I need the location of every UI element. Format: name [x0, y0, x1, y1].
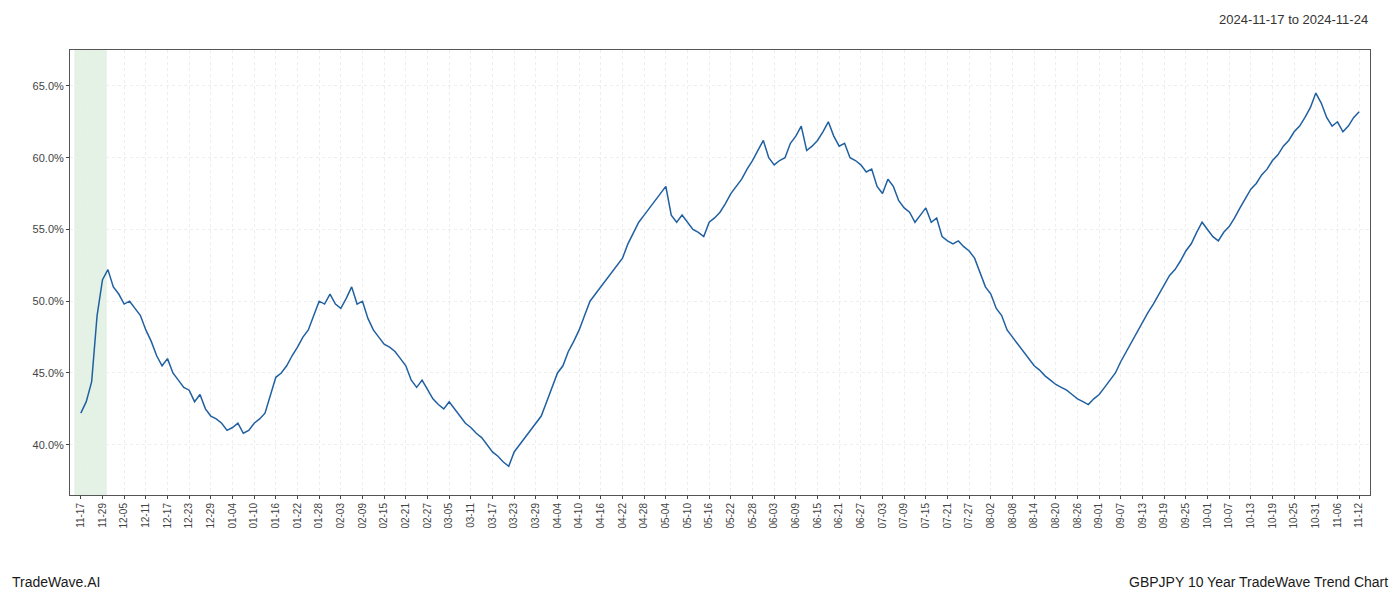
- svg-text:04-04: 04-04: [552, 503, 563, 529]
- svg-text:02-21: 02-21: [400, 503, 411, 529]
- svg-text:55.0%: 55.0%: [33, 223, 64, 235]
- svg-text:01-10: 01-10: [248, 503, 259, 529]
- svg-text:05-28: 05-28: [747, 503, 758, 529]
- svg-text:TradeWave.AI: TradeWave.AI: [12, 574, 100, 590]
- svg-text:07-27: 07-27: [963, 503, 974, 529]
- svg-text:08-20: 08-20: [1050, 503, 1061, 529]
- svg-text:11-12: 11-12: [1353, 503, 1364, 528]
- svg-text:09-19: 09-19: [1158, 503, 1169, 529]
- svg-text:06-15: 06-15: [812, 503, 823, 529]
- svg-text:01-22: 01-22: [292, 503, 303, 529]
- svg-text:04-10: 04-10: [573, 503, 584, 529]
- svg-text:10-07: 10-07: [1223, 503, 1234, 529]
- svg-text:03-05: 03-05: [443, 503, 454, 529]
- svg-text:12-29: 12-29: [205, 503, 216, 529]
- svg-text:11-29: 11-29: [97, 503, 108, 528]
- svg-text:08-08: 08-08: [1007, 503, 1018, 529]
- svg-text:03-29: 03-29: [530, 503, 541, 529]
- svg-text:04-22: 04-22: [617, 503, 628, 529]
- svg-text:12-05: 12-05: [118, 503, 129, 529]
- svg-text:GBPJPY 10 Year TradeWave Trend: GBPJPY 10 Year TradeWave Trend Chart: [1129, 574, 1388, 590]
- svg-text:09-13: 09-13: [1137, 503, 1148, 529]
- svg-text:06-09: 06-09: [790, 503, 801, 529]
- svg-text:02-15: 02-15: [378, 503, 389, 529]
- svg-text:11-17: 11-17: [75, 503, 86, 528]
- svg-text:05-10: 05-10: [682, 503, 693, 529]
- svg-text:01-16: 01-16: [270, 503, 281, 529]
- svg-text:07-21: 07-21: [942, 503, 953, 529]
- svg-text:05-16: 05-16: [703, 503, 714, 529]
- svg-text:07-03: 07-03: [877, 503, 888, 529]
- svg-text:03-17: 03-17: [487, 503, 498, 529]
- svg-text:07-09: 07-09: [898, 503, 909, 529]
- svg-text:12-11: 12-11: [140, 503, 151, 528]
- svg-text:11-06: 11-06: [1332, 503, 1343, 528]
- svg-text:10-13: 10-13: [1245, 503, 1256, 529]
- svg-text:10-25: 10-25: [1288, 503, 1299, 529]
- svg-text:03-11: 03-11: [465, 503, 476, 528]
- svg-text:02-09: 02-09: [357, 503, 368, 529]
- svg-text:2024-11-17 to 2024-11-24: 2024-11-17 to 2024-11-24: [1219, 12, 1368, 27]
- svg-text:01-28: 01-28: [313, 503, 324, 529]
- svg-text:40.0%: 40.0%: [33, 439, 64, 451]
- svg-text:06-21: 06-21: [833, 503, 844, 529]
- svg-text:09-01: 09-01: [1093, 503, 1104, 529]
- svg-text:05-22: 05-22: [725, 503, 736, 529]
- svg-text:10-31: 10-31: [1310, 503, 1321, 529]
- svg-text:07-15: 07-15: [920, 503, 931, 529]
- svg-text:12-17: 12-17: [162, 503, 173, 529]
- svg-text:09-07: 09-07: [1115, 503, 1126, 529]
- svg-text:04-16: 04-16: [595, 503, 606, 529]
- svg-text:03-23: 03-23: [508, 503, 519, 529]
- svg-text:04-28: 04-28: [638, 503, 649, 529]
- svg-text:60.0%: 60.0%: [33, 152, 64, 164]
- svg-text:01-04: 01-04: [227, 503, 238, 529]
- svg-text:50.0%: 50.0%: [33, 295, 64, 307]
- svg-text:65.0%: 65.0%: [33, 80, 64, 92]
- svg-text:08-02: 08-02: [985, 503, 996, 529]
- svg-text:02-03: 02-03: [335, 503, 346, 529]
- svg-text:02-27: 02-27: [422, 503, 433, 529]
- svg-text:45.0%: 45.0%: [33, 367, 64, 379]
- svg-text:08-26: 08-26: [1072, 503, 1083, 529]
- svg-text:06-03: 06-03: [768, 503, 779, 529]
- svg-text:10-19: 10-19: [1267, 503, 1278, 529]
- svg-text:10-01: 10-01: [1202, 503, 1213, 529]
- svg-text:09-25: 09-25: [1180, 503, 1191, 529]
- svg-text:08-14: 08-14: [1028, 503, 1039, 529]
- svg-text:12-23: 12-23: [183, 503, 194, 529]
- svg-text:06-27: 06-27: [855, 503, 866, 529]
- svg-text:05-04: 05-04: [660, 503, 671, 529]
